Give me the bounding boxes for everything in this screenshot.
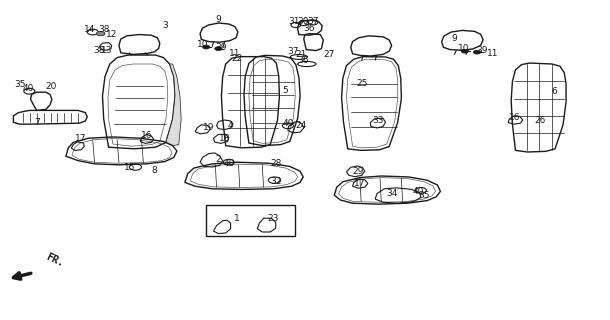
Text: 37: 37 — [307, 17, 318, 26]
Text: 20: 20 — [45, 82, 56, 91]
Text: 35: 35 — [15, 80, 26, 89]
Text: 23: 23 — [267, 214, 278, 223]
Text: 16: 16 — [141, 131, 152, 140]
Text: 39: 39 — [476, 46, 487, 55]
Text: 36: 36 — [298, 56, 309, 65]
Text: 35: 35 — [418, 191, 429, 200]
Circle shape — [215, 47, 222, 51]
Circle shape — [203, 45, 210, 49]
Text: 11: 11 — [487, 49, 498, 58]
Text: 9: 9 — [451, 34, 458, 43]
Text: 27: 27 — [324, 50, 335, 59]
Text: 2: 2 — [215, 155, 221, 164]
Text: 7: 7 — [34, 118, 40, 127]
Text: 8: 8 — [151, 166, 157, 175]
Text: 1: 1 — [234, 214, 240, 223]
Text: 31: 31 — [289, 17, 300, 26]
Text: 16: 16 — [509, 113, 520, 122]
Text: 14: 14 — [84, 25, 95, 34]
Text: 40: 40 — [412, 187, 423, 196]
Text: 3: 3 — [162, 21, 168, 30]
Text: 36: 36 — [304, 24, 315, 33]
Text: FR.: FR. — [45, 252, 66, 269]
Text: 24: 24 — [295, 121, 306, 130]
Text: 37: 37 — [287, 47, 298, 56]
Text: 34: 34 — [387, 189, 398, 198]
Polygon shape — [166, 64, 181, 146]
Text: 11: 11 — [229, 49, 240, 58]
Text: 30: 30 — [298, 17, 309, 26]
Text: 40: 40 — [282, 119, 293, 128]
Text: 32: 32 — [271, 177, 282, 186]
Text: 10: 10 — [198, 40, 209, 49]
Text: 40: 40 — [23, 84, 34, 93]
Circle shape — [473, 50, 481, 54]
Text: 26: 26 — [534, 116, 545, 125]
Text: 13: 13 — [101, 46, 112, 55]
Circle shape — [96, 31, 105, 36]
Text: 6: 6 — [551, 87, 557, 96]
Text: 18: 18 — [219, 134, 230, 143]
Text: 38: 38 — [94, 46, 105, 55]
Text: 19: 19 — [203, 123, 214, 132]
Text: 15: 15 — [124, 163, 135, 172]
Text: 9: 9 — [215, 15, 221, 24]
Text: 21: 21 — [295, 50, 306, 59]
Text: 28: 28 — [271, 159, 282, 168]
Text: 40: 40 — [223, 159, 234, 168]
Text: 25: 25 — [356, 79, 367, 88]
Text: 38: 38 — [98, 25, 109, 34]
Text: 5: 5 — [282, 86, 289, 95]
Text: 4: 4 — [228, 121, 234, 130]
Text: 33: 33 — [373, 116, 384, 125]
Text: 17: 17 — [76, 134, 87, 143]
Text: 17: 17 — [354, 179, 365, 188]
Text: 12: 12 — [106, 30, 117, 39]
Bar — [206, 205, 295, 236]
Text: 39: 39 — [216, 44, 227, 52]
Text: 29: 29 — [353, 167, 364, 176]
Text: 22: 22 — [231, 54, 242, 63]
Circle shape — [461, 49, 468, 53]
Text: 10: 10 — [458, 44, 469, 53]
